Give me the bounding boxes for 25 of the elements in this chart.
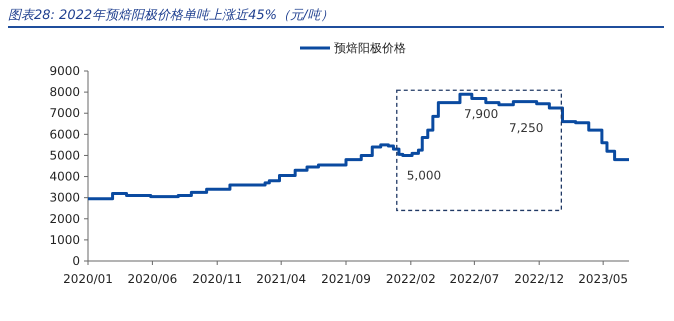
x-tick-label: 2020/01 [63, 272, 113, 286]
y-tick-label: 2000 [49, 212, 80, 226]
legend: 预焙阳极价格 [300, 41, 406, 55]
y-tick-label: 8000 [49, 85, 80, 100]
y-tick-label: 5000 [49, 148, 80, 162]
x-tick-label: 2022/07 [449, 272, 500, 286]
y-tick-label: 0 [72, 254, 80, 268]
y-tick-label: 7000 [49, 106, 80, 120]
y-tick-label: 6000 [49, 127, 80, 142]
legend-label: 预焙阳极价格 [334, 41, 406, 55]
x-tick-label: 2020/06 [127, 272, 178, 286]
annotation: 5,000 [406, 168, 442, 182]
x-tick-label: 2021/09 [321, 272, 371, 286]
annotation: 7,250 [508, 120, 544, 135]
chart-title: 图表28: 2022年预焙阳极价格单吨上涨近45%（元/吨） [8, 6, 664, 28]
x-tick-label: 2022/02 [386, 272, 436, 286]
y-tick-label: 9000 [49, 64, 80, 78]
x-tick-label: 2023/05 [578, 272, 628, 286]
y-tick-label: 4000 [49, 170, 80, 184]
x-tick-label: 2020/11 [192, 272, 242, 286]
y-tick-label: 3000 [49, 190, 80, 205]
y-tick-label: 1000 [49, 232, 80, 247]
x-tick-label: 2022/12 [514, 272, 564, 286]
annotation: 7,900 [464, 107, 498, 122]
x-tick-label: 2021/04 [256, 272, 306, 286]
